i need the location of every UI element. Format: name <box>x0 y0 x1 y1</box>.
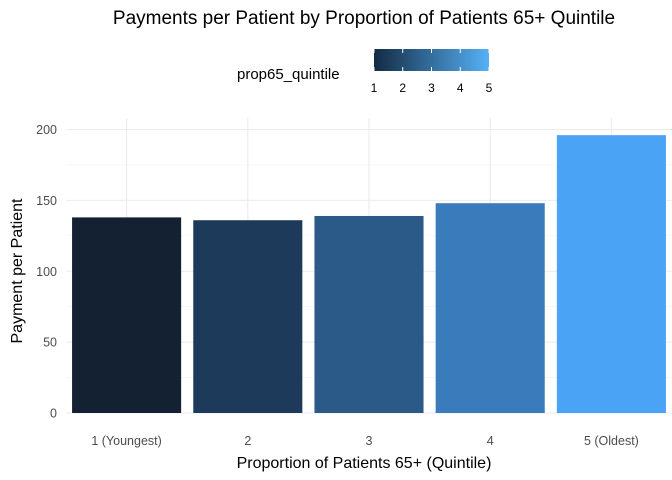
legend-tick-label: 3 <box>428 81 435 95</box>
bars <box>72 135 666 414</box>
y-axis: 0 50 100 150 200 <box>36 123 57 421</box>
legend: prop65_quintile 1 2 3 4 5 <box>237 49 493 95</box>
y-tick-label: 0 <box>50 407 57 421</box>
x-tick-label: 4 <box>487 434 494 448</box>
y-axis-title: Payment per Patient <box>9 198 26 344</box>
bar <box>435 203 545 413</box>
legend-colorbar <box>374 49 489 71</box>
y-tick-label: 50 <box>43 336 57 350</box>
legend-tick-label: 2 <box>399 81 406 95</box>
legend-tick-label: 5 <box>486 81 493 95</box>
bar <box>314 215 424 413</box>
bar <box>193 220 303 413</box>
x-tick-label: 5 (Oldest) <box>584 434 639 448</box>
legend-title: prop65_quintile <box>237 66 340 83</box>
x-axis: 1 (Youngest) 2 3 4 5 (Oldest) <box>91 434 638 448</box>
chart-title: Payments per Patient by Proportion of Pa… <box>113 8 615 29</box>
bar <box>556 135 666 414</box>
legend-tick-label: 1 <box>371 81 378 95</box>
x-tick-label: 2 <box>244 434 251 448</box>
y-tick-label: 100 <box>36 265 57 279</box>
y-tick-label: 150 <box>36 194 57 208</box>
x-tick-label: 3 <box>366 434 373 448</box>
y-tick-label: 200 <box>36 123 57 137</box>
x-axis-title: Proportion of Patients 65+ (Quintile) <box>237 455 492 472</box>
legend-tick-label: 4 <box>457 81 464 95</box>
bar <box>72 217 182 413</box>
x-tick-label: 1 (Youngest) <box>91 434 161 448</box>
